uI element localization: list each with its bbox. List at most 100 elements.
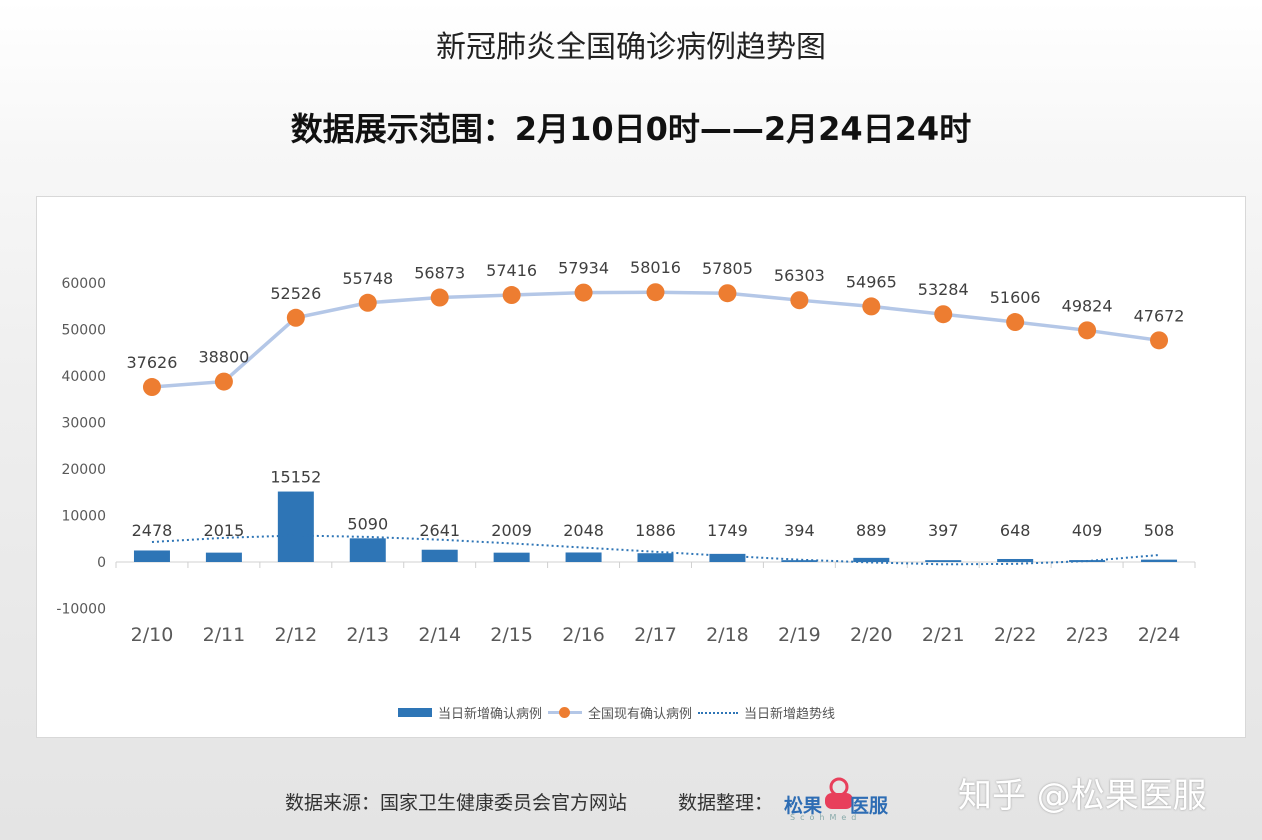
bar-data-label: 1886 bbox=[635, 521, 676, 540]
data-source: 数据来源：国家卫生健康委员会官方网站 bbox=[285, 792, 628, 814]
bar bbox=[421, 549, 458, 562]
y-tick-label: 40000 bbox=[61, 369, 106, 385]
x-tick-label: 2/21 bbox=[922, 624, 965, 646]
line-data-label: 54965 bbox=[846, 272, 897, 291]
line-point bbox=[1006, 313, 1025, 332]
line-point bbox=[502, 286, 521, 305]
y-tick-label: 30000 bbox=[61, 416, 106, 432]
line-point bbox=[1078, 321, 1097, 340]
line-point bbox=[286, 308, 305, 327]
bar-data-label: 2048 bbox=[563, 521, 604, 540]
line-data-label: 57934 bbox=[558, 259, 609, 278]
chart-title: 新冠肺炎全国确诊病例趋势图 bbox=[436, 30, 826, 65]
line-data-label: 47672 bbox=[1134, 306, 1185, 325]
bar-data-label: 2478 bbox=[132, 521, 173, 540]
y-tick-label: 10000 bbox=[61, 509, 106, 525]
bar-data-label: 2641 bbox=[419, 521, 460, 540]
legend-line-swatch bbox=[548, 707, 583, 718]
bar-data-label: 15152 bbox=[270, 468, 321, 487]
y-tick-label: -10000 bbox=[56, 602, 106, 618]
x-tick-label: 2/19 bbox=[778, 624, 821, 646]
bar-data-label: 889 bbox=[856, 521, 887, 540]
scohmed-logo: 松果 医服 ScohMed bbox=[784, 775, 894, 825]
line-point bbox=[718, 284, 737, 303]
line-point bbox=[574, 283, 593, 302]
bar bbox=[133, 550, 170, 562]
line-point bbox=[790, 291, 809, 310]
bar bbox=[709, 553, 746, 562]
logo-text-right: 医服 bbox=[850, 795, 889, 817]
y-tick-label: 0 bbox=[97, 555, 106, 571]
x-tick-label: 2/14 bbox=[418, 624, 461, 646]
bar-data-label: 394 bbox=[784, 521, 815, 540]
pot-icon bbox=[825, 777, 853, 809]
watermark: 知乎 @松果医服 bbox=[958, 776, 1207, 816]
legend-trend-swatch bbox=[698, 711, 739, 714]
x-tick-label: 2/22 bbox=[994, 624, 1037, 646]
bar-data-label: 2015 bbox=[204, 521, 245, 540]
line-data-label: 57805 bbox=[702, 259, 753, 278]
line-point bbox=[1150, 331, 1169, 350]
bar-data-label: 5090 bbox=[347, 514, 388, 533]
bar bbox=[637, 553, 674, 562]
x-tick-label: 2/24 bbox=[1138, 624, 1181, 646]
line-data-label: 49824 bbox=[1062, 296, 1113, 315]
bar bbox=[925, 560, 962, 562]
bar bbox=[205, 552, 242, 562]
bar-data-label: 409 bbox=[1072, 521, 1103, 540]
line-data-label: 56873 bbox=[414, 264, 465, 283]
x-tick-label: 2/20 bbox=[850, 624, 893, 646]
bar bbox=[349, 538, 386, 562]
line-data-label: 55748 bbox=[342, 269, 393, 288]
line-data-label: 37626 bbox=[127, 353, 178, 372]
x-tick-label: 2/17 bbox=[634, 624, 677, 646]
line-data-label: 52526 bbox=[270, 284, 321, 303]
x-tick-label: 2/13 bbox=[346, 624, 389, 646]
x-tick-label: 2/23 bbox=[1066, 624, 1109, 646]
trend-line bbox=[151, 534, 1160, 566]
line-data-label: 51606 bbox=[990, 288, 1041, 307]
bar bbox=[565, 552, 602, 562]
line-point bbox=[358, 293, 377, 312]
line-point bbox=[430, 288, 449, 307]
bar bbox=[277, 491, 314, 562]
bar bbox=[493, 552, 530, 562]
bar bbox=[853, 557, 890, 562]
y-tick-label: 20000 bbox=[61, 462, 106, 478]
legend: 当日新增确认病例 全国现有确认病例 当日新增趋势线 bbox=[398, 703, 835, 722]
bar bbox=[1141, 559, 1178, 562]
data-organizer: 数据整理： bbox=[678, 792, 774, 814]
bar-data-label: 2009 bbox=[491, 521, 532, 540]
line-data-label: 58016 bbox=[630, 258, 681, 277]
line-point bbox=[646, 283, 665, 302]
line-point bbox=[214, 372, 233, 391]
x-tick-label: 2/10 bbox=[131, 624, 174, 646]
legend-label-daily: 当日新增确认病例 bbox=[438, 707, 543, 722]
line-point bbox=[934, 305, 953, 324]
logo-text-left: 松果 bbox=[784, 795, 823, 817]
y-tick-label: 60000 bbox=[61, 276, 106, 292]
x-tick-label: 2/12 bbox=[274, 624, 317, 646]
bar bbox=[997, 558, 1034, 562]
chart-card bbox=[36, 196, 1246, 738]
line-data-label: 57416 bbox=[486, 261, 537, 280]
bar-data-label: 648 bbox=[1000, 521, 1031, 540]
legend-label-current: 全国现有确认病例 bbox=[588, 707, 693, 722]
y-tick-label: 50000 bbox=[61, 323, 106, 339]
bar-data-label: 1749 bbox=[707, 521, 748, 540]
chart-subtitle: 数据展示范围：2月10日0时——2月24日24时 bbox=[290, 110, 972, 148]
x-tick-label: 2/15 bbox=[490, 624, 533, 646]
line-data-label: 53284 bbox=[918, 280, 969, 299]
line-data-label: 56303 bbox=[774, 266, 825, 285]
line-data-label: 38800 bbox=[198, 348, 249, 367]
x-tick-label: 2/11 bbox=[203, 624, 246, 646]
x-tick-label: 2/16 bbox=[562, 624, 605, 646]
line-point bbox=[142, 378, 161, 397]
bar-data-label: 397 bbox=[928, 521, 959, 540]
legend-label-trend: 当日新增趋势线 bbox=[744, 707, 836, 722]
line-point bbox=[862, 297, 881, 316]
x-tick-label: 2/18 bbox=[706, 624, 749, 646]
bar-data-label: 508 bbox=[1144, 521, 1175, 540]
legend-bar-swatch bbox=[398, 708, 432, 717]
